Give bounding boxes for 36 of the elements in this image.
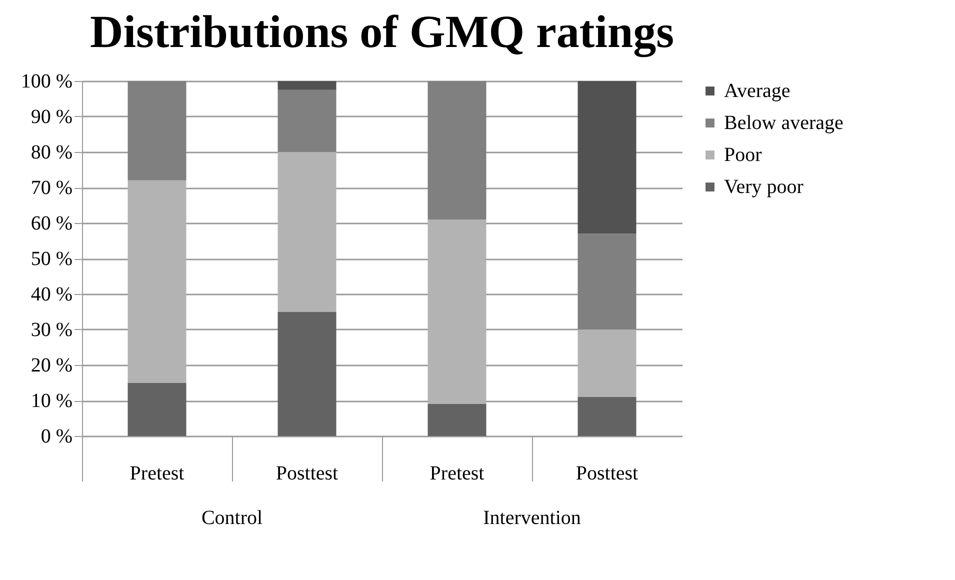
bar xyxy=(278,90,336,152)
bar xyxy=(278,152,336,312)
chart-title: Distributions of GMQ ratings xyxy=(90,6,674,58)
legend-label: Below average xyxy=(724,112,844,134)
y-tick-label: 0 % xyxy=(40,426,72,448)
bar xyxy=(428,81,486,220)
x-tick-label: Posttest xyxy=(576,462,639,484)
y-tick-label: 70 % xyxy=(30,177,72,199)
bar xyxy=(428,404,486,436)
legend-label: Very poor xyxy=(724,176,804,198)
bar xyxy=(128,180,186,383)
y-tick-label: 40 % xyxy=(30,284,72,306)
legend-label: Poor xyxy=(724,144,762,166)
legend-label: Average xyxy=(724,80,790,102)
bar xyxy=(428,219,486,404)
bar xyxy=(578,330,636,397)
bar xyxy=(578,81,636,234)
bar xyxy=(578,234,636,330)
bar xyxy=(128,382,186,436)
y-tick-label: 100 % xyxy=(20,70,72,92)
y-tick-label: 50 % xyxy=(30,248,72,270)
bar xyxy=(128,81,186,180)
bar xyxy=(278,312,336,436)
y-tick-label: 10 % xyxy=(30,390,72,412)
x-tick-label: Pretest xyxy=(430,462,485,484)
x-tick-label: Pretest xyxy=(130,462,185,484)
text: Control xyxy=(201,507,263,529)
y-tick-label: 20 % xyxy=(30,354,72,376)
y-tick-label: 60 % xyxy=(30,212,72,234)
x-tick-label: Posttest xyxy=(276,462,339,484)
bar xyxy=(278,81,336,90)
y-tick-label: 30 % xyxy=(30,319,72,341)
bar xyxy=(578,396,636,436)
y-tick-label: 90 % xyxy=(30,106,72,128)
y-tick-label: 80 % xyxy=(30,142,72,164)
text: Intervention xyxy=(483,507,581,529)
